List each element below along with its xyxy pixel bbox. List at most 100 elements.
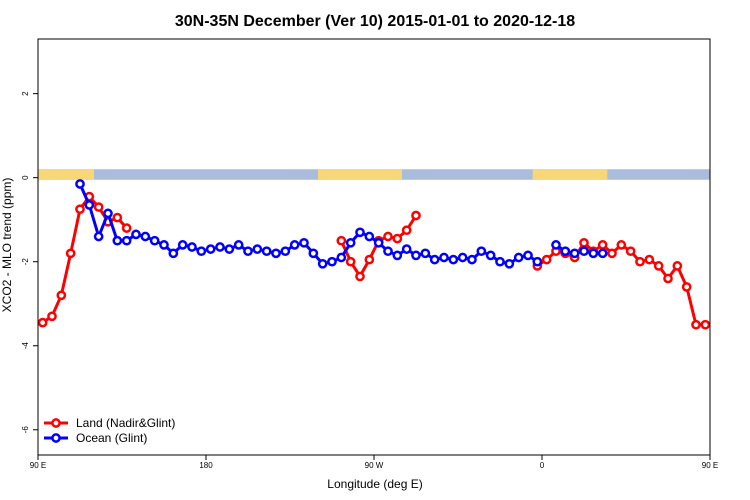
data-point (401, 225, 412, 236)
data-point (644, 254, 655, 265)
data-point (121, 235, 132, 246)
x-tick-label: 90 W (365, 461, 384, 470)
data-point (448, 254, 459, 265)
data-point (131, 229, 141, 240)
data-point (38, 317, 48, 328)
data-point (112, 235, 123, 246)
data-point (739, 250, 746, 257)
data-point (84, 200, 95, 210)
data-point (159, 240, 169, 250)
data-point (224, 244, 235, 254)
data-point (730, 292, 737, 299)
data-point (411, 250, 421, 261)
data-point (681, 282, 692, 292)
data-point (560, 246, 571, 257)
data-point (579, 246, 589, 257)
data-point (485, 250, 496, 261)
data-point (140, 231, 151, 242)
data-point (383, 246, 393, 257)
data-point (392, 233, 403, 244)
data-point (149, 235, 160, 246)
data-point (709, 323, 710, 327)
data-point (401, 244, 412, 254)
y-tick-label: 2 (21, 91, 30, 96)
data-point (383, 231, 393, 242)
data-point (168, 248, 179, 259)
data-point (730, 233, 737, 240)
y-tick-label: -2 (21, 258, 30, 266)
data-point (56, 290, 67, 301)
data-point (103, 208, 113, 219)
data-point (597, 248, 608, 259)
data-point (467, 254, 477, 265)
data-point (289, 240, 300, 250)
x-axis-label: Longitude (deg E) (327, 477, 422, 491)
data-point (364, 231, 375, 242)
data-point (65, 248, 76, 259)
x-tick-label: 0 (540, 461, 545, 470)
y-tick-label: -4 (21, 342, 30, 350)
data-point (532, 256, 543, 267)
data-point (75, 179, 85, 189)
data-point (457, 252, 468, 263)
data-point (616, 240, 627, 250)
data-point (252, 244, 263, 254)
series-line (78, 183, 539, 266)
chart-title: 30N-35N December (Ver 10) 2015-01-01 to … (175, 13, 575, 30)
data-point (541, 254, 552, 265)
data-point (112, 212, 123, 223)
data-point (355, 227, 365, 238)
data-point (551, 240, 561, 250)
data-point (411, 210, 421, 221)
data-point (355, 271, 365, 282)
data-point (75, 204, 85, 215)
data-point (663, 273, 673, 284)
land-mask-segment (532, 169, 608, 180)
data-point (299, 237, 309, 248)
data-point (243, 246, 253, 257)
data-point (93, 231, 104, 242)
data-point (345, 256, 356, 267)
data-point (635, 256, 645, 267)
data-point (261, 246, 272, 257)
land-mask-segment (318, 169, 402, 180)
series-line (715, 184, 750, 253)
data-point (653, 261, 664, 271)
data-point (607, 248, 617, 259)
series-line (41, 195, 128, 324)
data-point (569, 248, 580, 259)
legend-label: Ocean (Glint) (76, 431, 147, 445)
data-point (308, 248, 319, 259)
data-point (121, 223, 132, 233)
data-point (691, 319, 701, 330)
y-axis-label: XCO2 - MLO trend (ppm) (0, 178, 14, 313)
data-point (439, 252, 449, 263)
data-point (196, 246, 207, 257)
data-point (672, 261, 683, 271)
legend: Land (Nadir&Glint)Ocean (Glint) (44, 416, 175, 445)
data-point (392, 250, 403, 261)
data-point (271, 248, 281, 259)
data-point (336, 235, 347, 246)
data-point (187, 242, 197, 252)
data-point (579, 237, 589, 248)
x-tick-label: 180 (199, 461, 213, 470)
data-point (215, 242, 225, 252)
data-point (93, 202, 104, 212)
legend-label: Land (Nadir&Glint) (76, 416, 175, 430)
data-point (47, 311, 57, 322)
data-point (739, 210, 746, 217)
data-point (420, 248, 431, 259)
data-point (513, 252, 524, 263)
data-point (345, 237, 356, 248)
data-point (317, 258, 328, 269)
data-point (700, 319, 710, 330)
data-point (625, 246, 636, 257)
data-point (177, 240, 188, 250)
data-point (720, 313, 727, 320)
data-point (373, 237, 384, 248)
data-point (205, 244, 216, 254)
y-tick-label: 0 (21, 175, 30, 180)
x-tick-label: 90 E (702, 461, 718, 470)
